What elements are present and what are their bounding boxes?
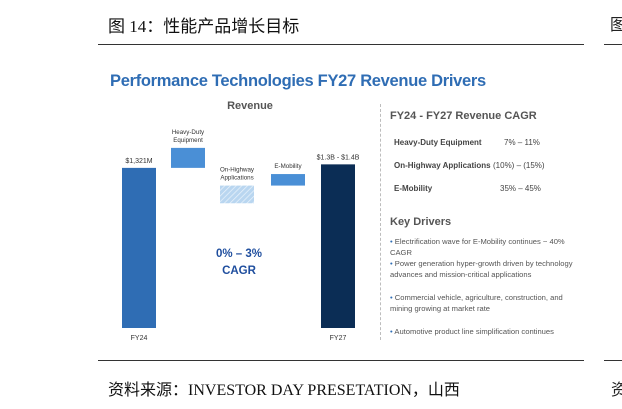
driver-item: • Electrification wave for E-Mobility co… [390, 236, 586, 258]
cagr-row-e-mobility: E-Mobility [394, 184, 432, 193]
cagr-annotation-line-1: 0% – 3% [215, 248, 263, 260]
panel-divider [380, 104, 381, 340]
cagr-heading: FY24 - FY27 Revenue CAGR [390, 110, 537, 122]
bar-fy27 [321, 164, 355, 328]
category-label: FY27 [330, 335, 347, 342]
cagr-annotation: 0% – 3% CAGR [203, 246, 275, 280]
category-label: On-Highway Applications [220, 167, 255, 182]
category-label: FY24 [131, 335, 148, 342]
drivers-heading: Key Drivers [390, 216, 452, 228]
bullet-icon: • [390, 237, 393, 246]
adjacent-header-rule [604, 44, 622, 45]
value-label: $1.3B - $1.4B [317, 154, 360, 161]
cagr-row-label: On-Highway Applications [394, 161, 491, 170]
value-label: $1,321M [125, 158, 152, 165]
slide-title: Performance Technologies FY27 Revenue Dr… [110, 72, 486, 90]
figure-source: 资料来源：INVESTOR DAY PRESETATION，山西 [108, 382, 460, 399]
waterfall-chart: $1,321M $1.3B - $1.4B FY24 Heavy-Duty Equip… [122, 129, 360, 342]
cagr-annotation-line-2: CAGR [222, 265, 256, 277]
bullet-icon: • [390, 293, 393, 302]
cagr-row-on-highway: On-Highway Applications [394, 161, 491, 170]
driver-item: • Automotive product line simplification… [390, 326, 586, 337]
cagr-row-value: 7% – 11% [504, 138, 540, 147]
adjacent-figure-title-fragment: 图 [610, 17, 622, 34]
chart-title: Revenue [227, 100, 273, 112]
cagr-row-value: (10%) – (15%) [493, 161, 545, 170]
bullet-icon: • [390, 259, 393, 268]
adjacent-source-fragment: 资 [611, 382, 622, 399]
bar-heavy-duty-equipment [171, 147, 205, 168]
cagr-row-label: E-Mobility [394, 184, 433, 193]
bar-e-mobility [271, 174, 305, 186]
bullet-icon: • [390, 327, 393, 336]
driver-text: Power generation hyper-growth driven by … [390, 259, 573, 279]
driver-text: Electrification wave for E-Mobility cont… [390, 237, 565, 257]
cagr-row-heavy-duty: Heavy-Duty Equipment [394, 138, 482, 147]
bar-fy24 [122, 167, 156, 328]
cagr-row-label: Heavy-Duty Equipment [394, 138, 482, 147]
adjacent-footer-rule [604, 360, 622, 361]
driver-item: • Commercial vehicle, agriculture, const… [390, 292, 586, 314]
header-rule [98, 44, 584, 45]
cagr-row-value: 35% – 45% [500, 184, 541, 193]
driver-item: • Power generation hyper-growth driven b… [390, 258, 586, 280]
driver-text: Automotive product line simplification c… [394, 327, 554, 336]
category-label: E-Mobility [274, 163, 302, 170]
bar-on-highway-applications [220, 185, 254, 204]
footer-rule [98, 360, 584, 361]
figure-title: 图 14：性能产品增长目标 [108, 17, 300, 36]
category-label: Heavy-Duty Equipment [172, 129, 205, 144]
driver-text: Commercial vehicle, agriculture, constru… [390, 293, 563, 313]
